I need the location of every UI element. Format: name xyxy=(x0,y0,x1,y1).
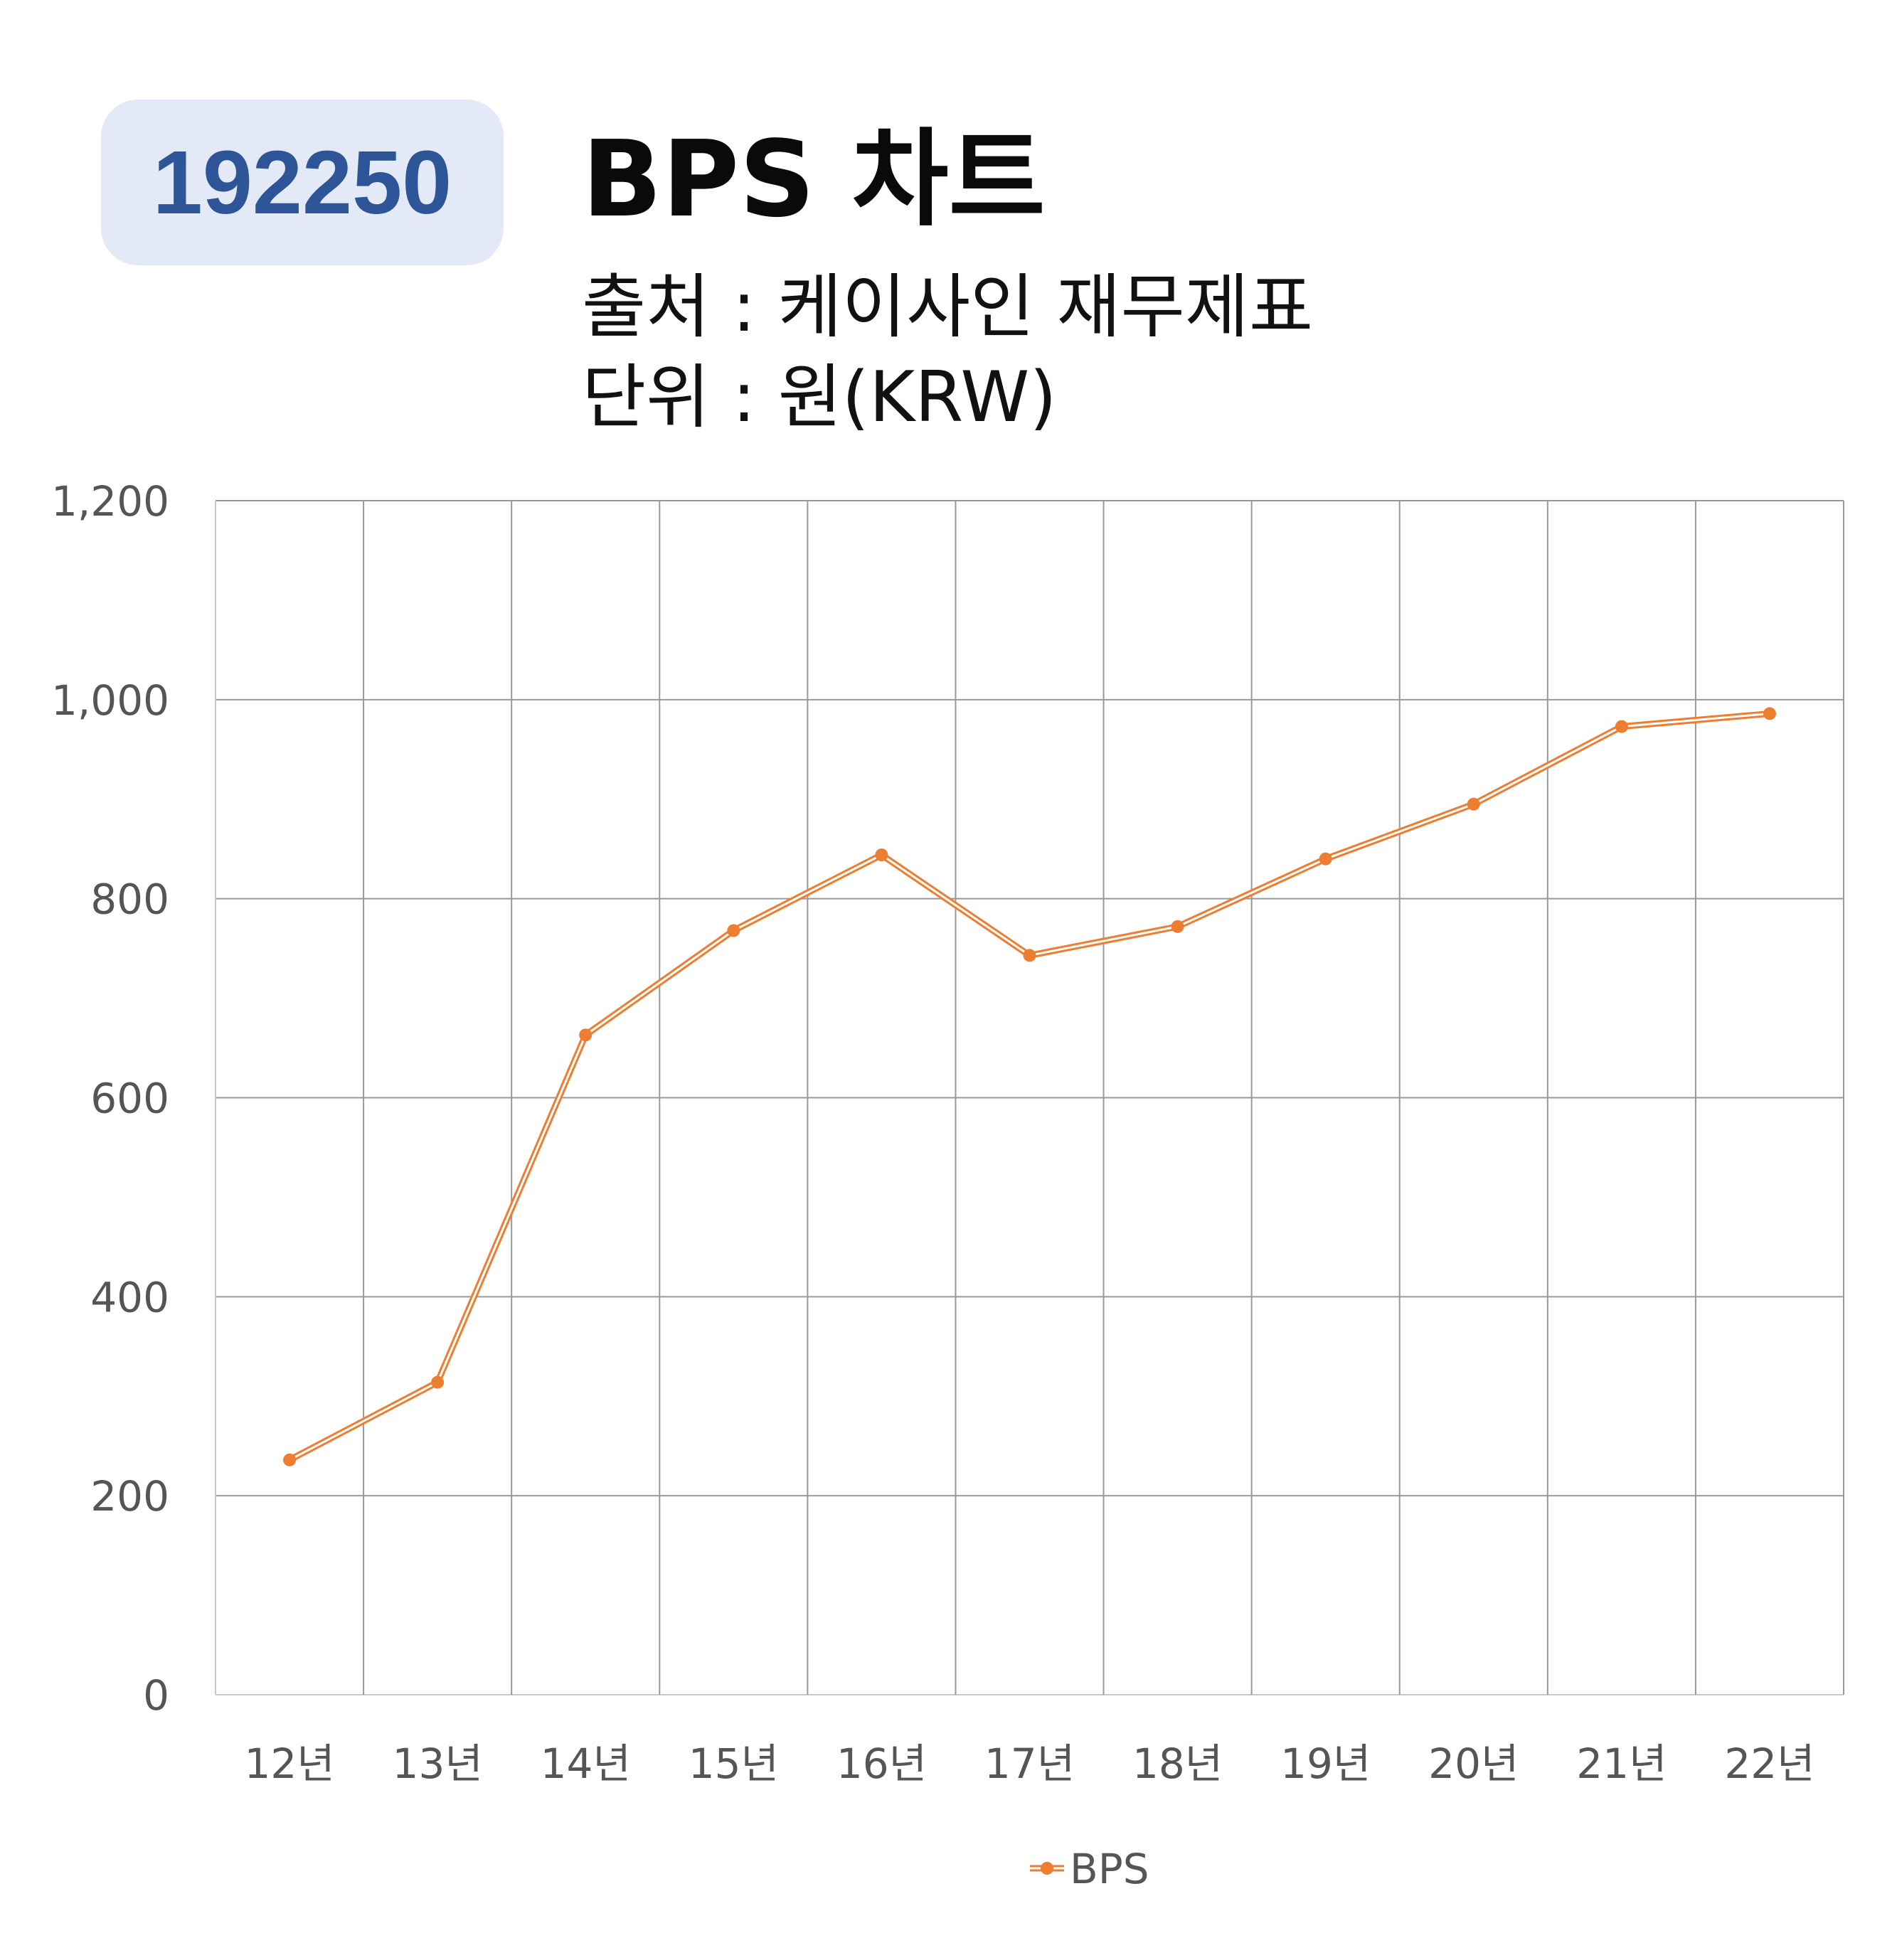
source-label: 출처 : 케이사인 재무제표 xyxy=(582,267,1314,348)
unit-label: 단위 : 원(KRW) xyxy=(582,357,1057,438)
data-point xyxy=(431,1375,445,1389)
y-tick-label: 1,000 xyxy=(51,676,169,725)
data-point xyxy=(283,1453,297,1466)
y-tick-label: 200 xyxy=(90,1472,169,1520)
chart-title: BPS 차트 xyxy=(582,118,1046,240)
x-tick-label: 19년 xyxy=(1280,1740,1371,1788)
data-point xyxy=(1023,949,1036,962)
x-tick-label: 16년 xyxy=(836,1740,927,1788)
x-tick-label: 17년 xyxy=(984,1740,1075,1788)
legend-marker-icon xyxy=(1041,1862,1053,1875)
x-tick-label: 21년 xyxy=(1576,1740,1667,1788)
y-tick-label: 400 xyxy=(90,1273,169,1321)
data-point xyxy=(1763,707,1776,720)
x-tick-label: 22년 xyxy=(1724,1740,1814,1788)
data-point xyxy=(579,1028,593,1042)
legend-label-bps: BPS xyxy=(1070,1845,1149,1893)
x-tick-label: 20년 xyxy=(1428,1740,1519,1788)
data-point xyxy=(1615,720,1628,733)
x-tick-label: 15년 xyxy=(689,1740,779,1788)
x-tick-label: 14년 xyxy=(541,1740,631,1788)
data-point xyxy=(875,848,888,862)
y-tick-label: 600 xyxy=(90,1075,169,1123)
stock-code: 192250 xyxy=(152,132,452,233)
y-tick-label: 1,200 xyxy=(51,477,169,526)
y-tick-label: 800 xyxy=(90,875,169,924)
x-tick-label: 18년 xyxy=(1132,1740,1223,1788)
data-point xyxy=(1319,852,1332,866)
y-tick-label: 0 xyxy=(143,1671,169,1720)
stock-code-badge: 192250 xyxy=(101,100,504,265)
x-tick-label: 13년 xyxy=(393,1740,483,1788)
data-point xyxy=(727,924,740,937)
data-point xyxy=(1171,920,1184,933)
x-tick-label: 12년 xyxy=(244,1740,334,1788)
data-point xyxy=(1467,797,1480,811)
